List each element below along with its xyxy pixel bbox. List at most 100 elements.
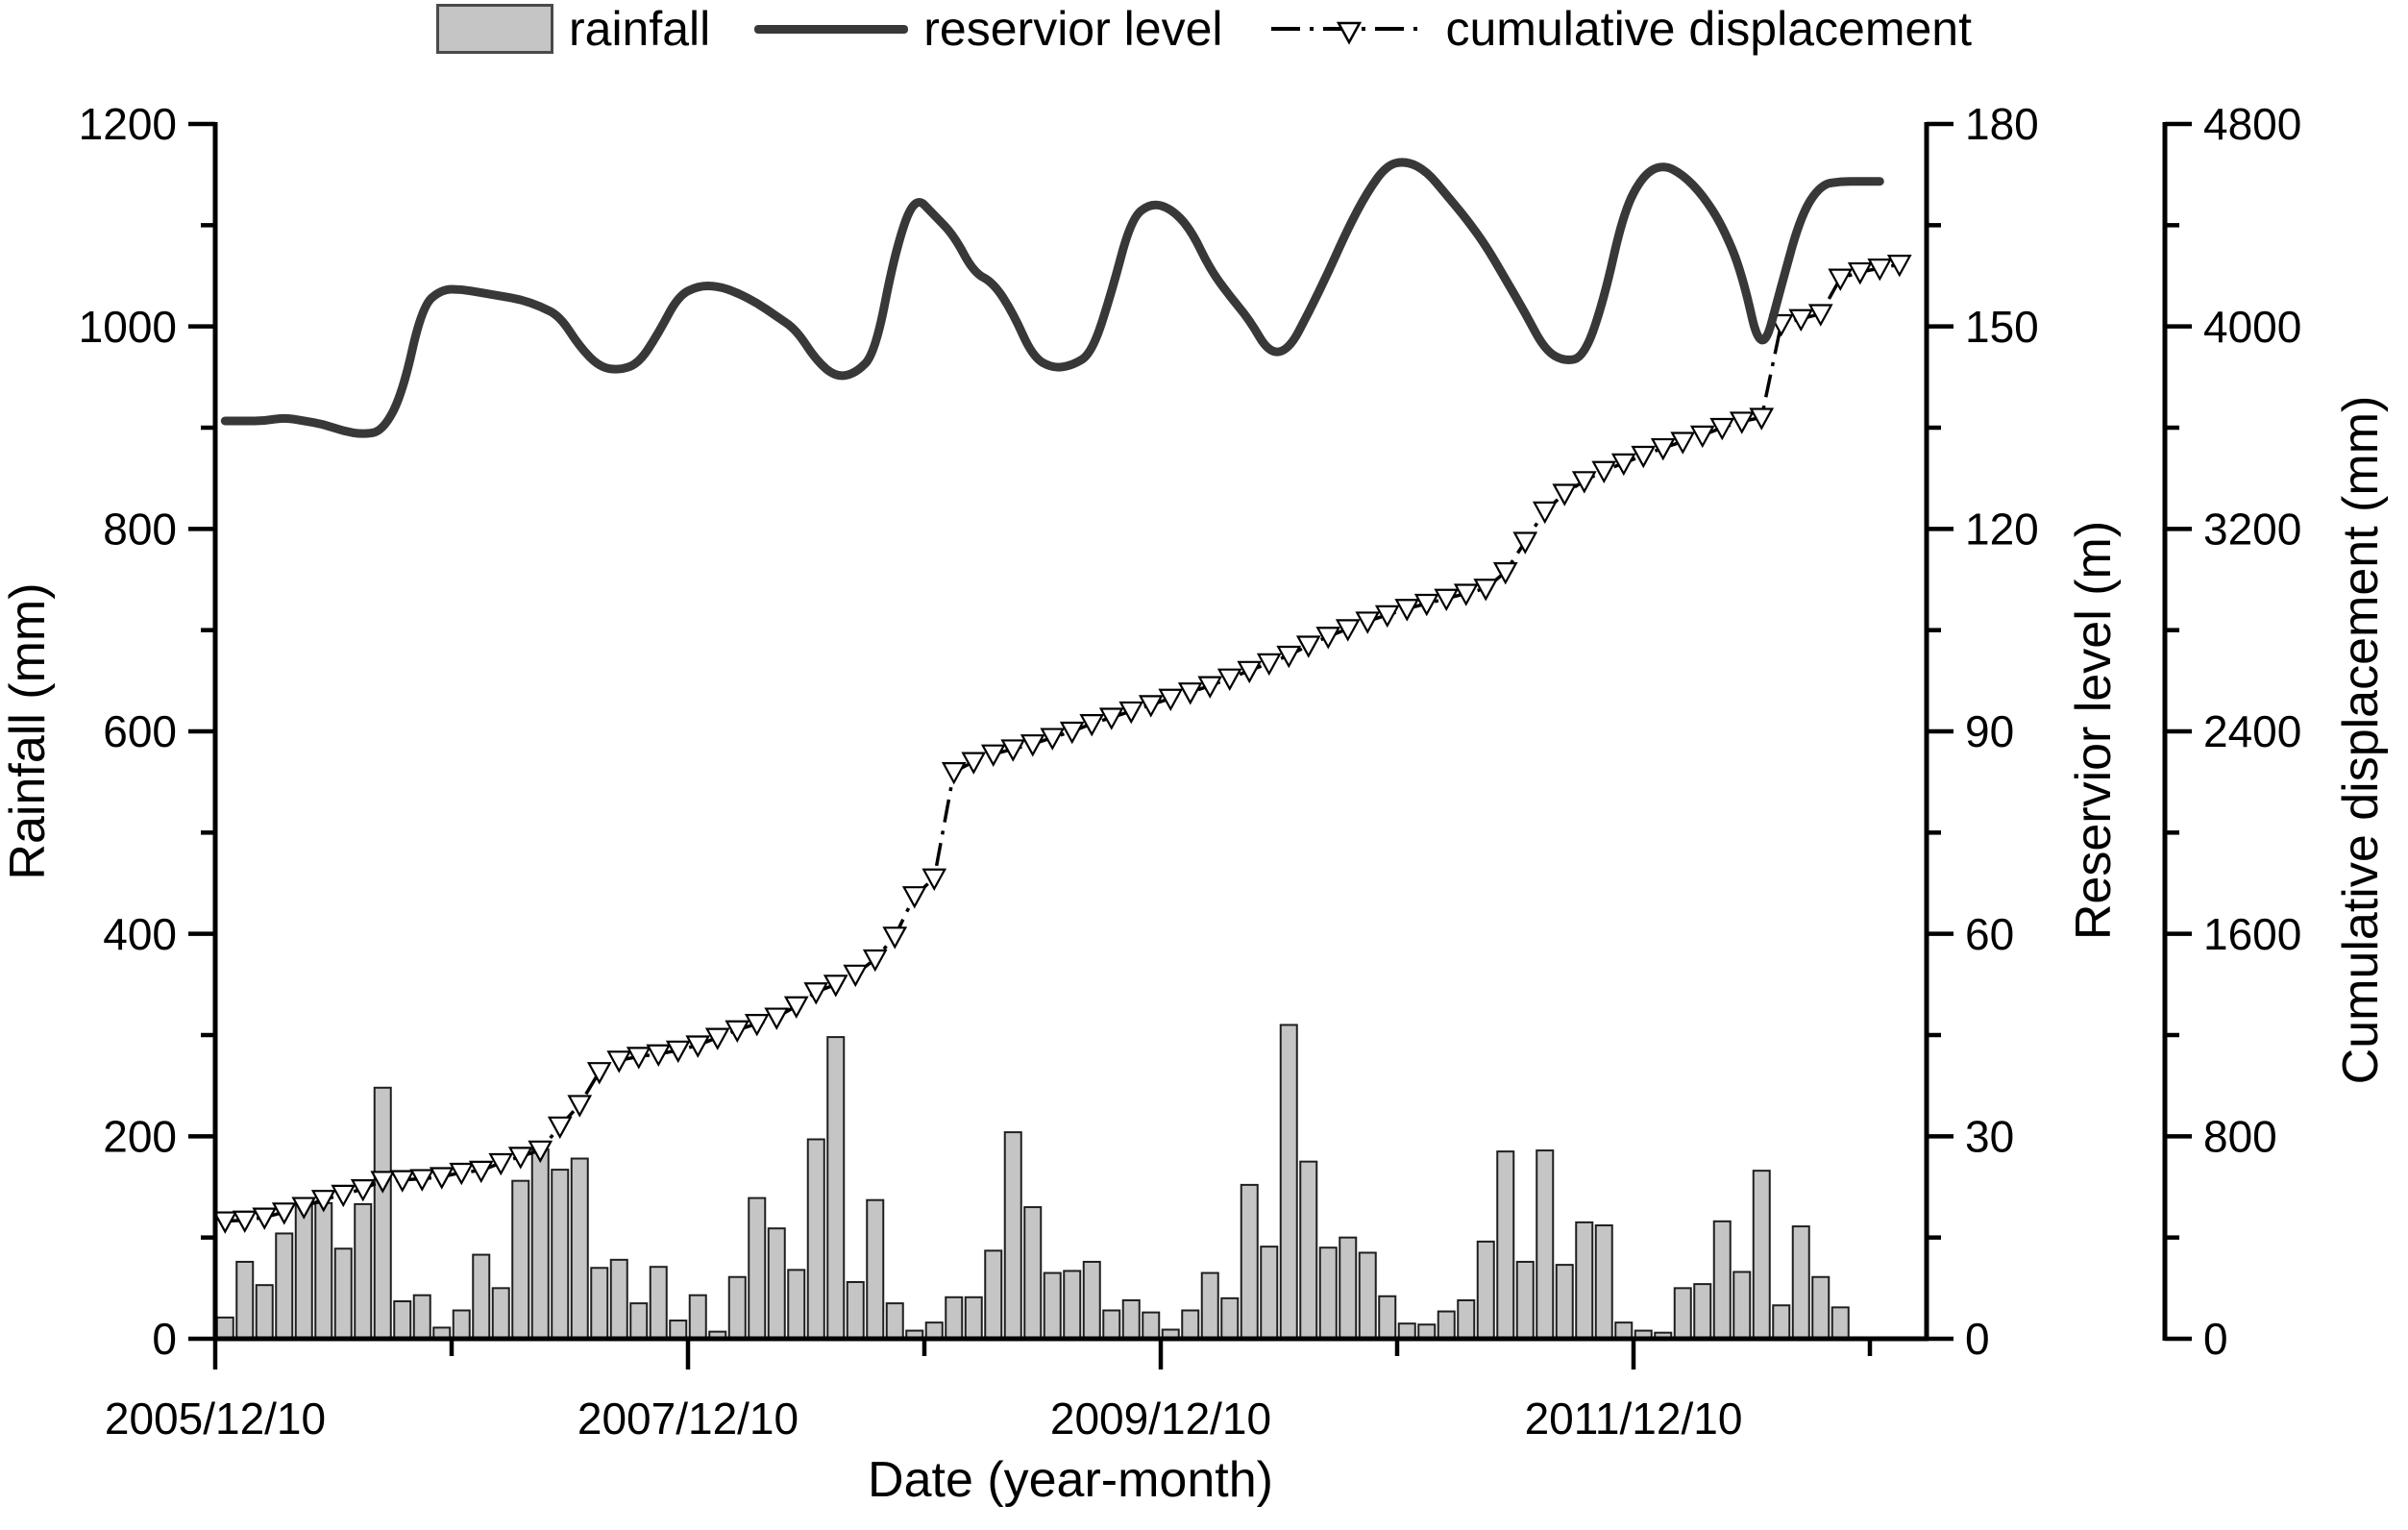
rainfall-bar <box>235 1260 255 1340</box>
triangle-marker-icon <box>1473 579 1499 602</box>
rainfall-bar <box>294 1197 313 1341</box>
tick-label: 0 <box>2203 1314 2228 1364</box>
triangle-marker-icon <box>1079 713 1105 737</box>
tick-label: 4000 <box>2203 302 2301 352</box>
rainfall-bar <box>1476 1240 1495 1341</box>
rainfall-bar <box>688 1294 707 1340</box>
rainfall-bar <box>846 1281 865 1340</box>
triangle-marker-icon <box>252 1207 278 1230</box>
rainfall-bar <box>629 1302 649 1340</box>
rainfall-bar <box>1575 1221 1594 1341</box>
triangle-marker-icon <box>1118 701 1144 725</box>
tick-label: 800 <box>2203 1111 2277 1161</box>
reservoir-line-icon <box>754 24 909 34</box>
triangle-marker-icon <box>1413 593 1439 617</box>
triangle-marker-icon <box>1670 432 1696 455</box>
rainfall-bars <box>215 1024 1850 1341</box>
rainfall-bar <box>727 1275 747 1341</box>
rainfall-bar <box>1693 1283 1712 1340</box>
triangle-marker-icon <box>1374 605 1400 629</box>
rainfall-bar <box>1142 1311 1161 1340</box>
rainfall-bar <box>945 1296 964 1341</box>
triangle-marker-icon <box>803 982 829 1005</box>
rainfall-bar <box>1515 1260 1535 1340</box>
legend-item-reservoir-level: reservior level <box>754 5 1223 53</box>
triangle-marker-icon <box>704 1027 730 1050</box>
triangle-marker-icon <box>212 1211 238 1234</box>
rainfall-bar <box>590 1267 609 1341</box>
rainfall-bar <box>491 1287 510 1341</box>
triangle-marker-icon <box>764 1007 790 1030</box>
rainfall-bar <box>354 1202 373 1340</box>
triangle-marker-icon <box>783 996 809 1019</box>
rainfall-bar <box>1102 1309 1121 1341</box>
triangle-marker-icon <box>1591 460 1617 484</box>
rainfall-bar <box>1437 1310 1456 1341</box>
rainfall-bar <box>885 1302 904 1340</box>
legend: rainfall reservior level cumulative disp… <box>0 4 2408 54</box>
reservoir-level-line <box>220 158 1884 438</box>
triangle-marker-icon <box>843 964 869 988</box>
rainfall-bar <box>806 1138 825 1340</box>
x-axis-ticks: 2005/12/10 2007/12/10 2009/12/10 2011/12/10 <box>105 1339 1873 1444</box>
rainfall-bar <box>1339 1236 1358 1340</box>
triangle-marker-icon <box>941 762 967 785</box>
x-tick-label: 2009/12/10 <box>1050 1394 1271 1444</box>
rainfall-bar <box>551 1169 570 1341</box>
triangle-marker-icon <box>1631 445 1657 469</box>
triangle-marker-icon <box>586 1062 612 1085</box>
rainfall-bar <box>570 1157 589 1341</box>
rainfall-bar <box>1043 1271 1062 1340</box>
triangle-marker-icon <box>1434 588 1460 612</box>
triangle-marker-icon <box>862 949 888 973</box>
triangle-marker-icon <box>725 1020 750 1044</box>
triangle-marker-icon <box>1610 453 1636 477</box>
triangle-marker-icon <box>1138 695 1164 718</box>
triangle-marker-icon <box>567 1095 593 1118</box>
rainfall-bar <box>826 1036 846 1341</box>
rainfall-bar <box>1496 1150 1515 1340</box>
triangle-marker-icon <box>1335 619 1361 642</box>
triangle-marker-icon <box>449 1162 475 1186</box>
rainfall-swatch-icon <box>435 4 553 54</box>
rainfall-bar <box>1279 1024 1298 1340</box>
rainfall-bar <box>1752 1170 1771 1340</box>
tick-label: 0 <box>1965 1314 1990 1364</box>
cumulative-displacement-series <box>212 255 1912 1234</box>
triangle-marker-icon <box>468 1160 494 1184</box>
legend-item-rainfall: rainfall <box>435 2 711 56</box>
rainfall-bar <box>984 1249 1003 1340</box>
triangle-marker-icon <box>921 868 947 892</box>
triangle-marker-icon <box>547 1116 573 1140</box>
rainfall-bar <box>314 1201 333 1341</box>
tick-label: 1600 <box>2203 909 2301 959</box>
reservoir-level-series <box>220 158 1884 438</box>
rainfall-bar <box>275 1232 294 1341</box>
triangle-marker-icon <box>744 1014 770 1037</box>
rainfall-bar <box>1260 1246 1279 1340</box>
triangle-marker-icon <box>626 1047 651 1070</box>
tick-label: 90 <box>1965 706 2014 756</box>
triangle-marker-icon <box>1355 611 1381 634</box>
tick-label: 4800 <box>2203 99 2301 149</box>
right-cumulative-axis-ticks: 0 800 1600 2400 3200 4000 4800 <box>2165 99 2301 1364</box>
rainfall-bar <box>1240 1183 1259 1340</box>
rainfall-bar <box>393 1300 412 1340</box>
rainfall-bar <box>255 1284 274 1341</box>
rainfall-bar <box>373 1086 392 1340</box>
triangle-marker-icon <box>271 1202 297 1225</box>
rainfall-bar <box>1614 1321 1634 1340</box>
legend-label-rainfall: rainfall <box>568 2 711 56</box>
left-axis-ticks: 0 200 400 600 800 1000 1200 <box>79 99 215 1364</box>
legend-label-cumulative-displacement: cumulative displacement <box>1445 2 1973 56</box>
cumulative-line-marker-icon <box>1270 21 1427 45</box>
tick-label: 200 <box>103 1111 177 1161</box>
rainfall-bar <box>472 1253 491 1341</box>
triangle-marker-icon <box>389 1170 415 1193</box>
rainfall-bar <box>1555 1264 1574 1341</box>
rainfall-bar <box>609 1258 628 1340</box>
rainfall-bar <box>215 1316 234 1341</box>
right-cumulative-axis-title: Cumulative displacement (mm) <box>2333 396 2389 1085</box>
